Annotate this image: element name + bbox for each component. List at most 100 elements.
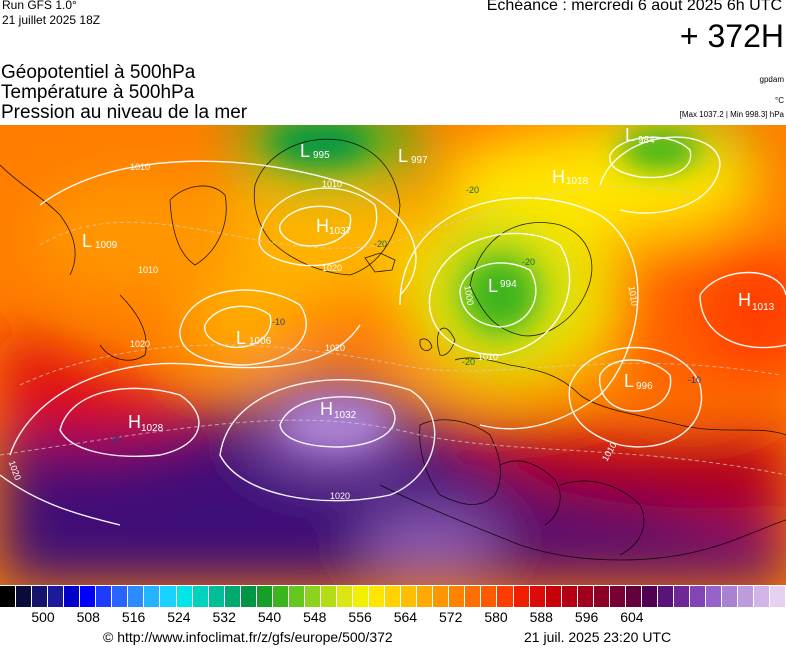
isobar-label: 1020	[130, 339, 150, 349]
colorscale-swatch	[208, 586, 225, 607]
colorscale-swatch	[48, 586, 65, 607]
footer-url[interactable]: © http://www.infoclimat.fr/z/gfs/europe/…	[103, 629, 393, 645]
colorscale-swatch	[481, 586, 498, 607]
unit-temperature: °C	[775, 96, 784, 105]
center-value: 1032	[334, 410, 357, 421]
colorscale-tick-label: 580	[484, 609, 508, 625]
colorscale-swatch	[738, 586, 755, 607]
colorscale-swatch	[770, 586, 786, 607]
center-value: 994	[500, 279, 517, 290]
colorscale-swatch	[112, 586, 129, 607]
center-label: H	[738, 290, 751, 310]
colorscale-swatch	[336, 586, 354, 607]
colorscale-ticks: 500 508 516 524 532 540 548 556 564 572 580 588 596 6…	[0, 609, 786, 627]
pressure-centers: L 995 L 997 L 984 H 1018 H 1037 L 1009 L…	[82, 125, 775, 434]
isobar-label: 1010	[130, 162, 150, 172]
colorscale-swatch	[657, 586, 674, 607]
colorscale-tick-label: 588	[529, 609, 553, 625]
colorscale-swatch	[128, 586, 145, 607]
field-geopotential-title: Géopotentiel à 500hPa	[1, 62, 196, 83]
colorscale-swatch	[176, 586, 193, 607]
colorscale-bar	[0, 586, 786, 607]
colorscale-swatch	[16, 586, 33, 607]
colorscale-swatch	[673, 586, 691, 607]
colorscale-swatch	[0, 586, 17, 607]
center-value: 1037	[329, 226, 352, 237]
isobar-label: 1010	[626, 285, 639, 306]
weather-map: L 995 L 997 L 984 H 1018 H 1037 L 1009 L…	[0, 125, 786, 585]
center-value: 1013	[752, 302, 775, 313]
colorscale-swatch	[417, 586, 434, 607]
center-label: H	[320, 399, 333, 419]
geopotential-shading	[0, 125, 786, 585]
colorscale-swatch	[192, 586, 209, 607]
colorscale-swatch	[545, 586, 562, 607]
colorscale-swatch	[401, 586, 418, 607]
colorscale-tick-label: 532	[212, 609, 236, 625]
colorscale-tick-label: 572	[439, 609, 463, 625]
isobar-label: 1020	[325, 343, 345, 353]
lead-time: + 372H	[679, 18, 784, 54]
colorscale-swatch	[625, 586, 642, 607]
isotherm-labels: -20 -20 -20 -20 -10 -10 -10	[108, 185, 701, 445]
isotherm-label: -10	[272, 317, 285, 327]
center-label: H	[316, 216, 329, 236]
colorscale-swatch	[256, 586, 273, 607]
colorscale-swatch	[497, 586, 514, 607]
isotherm-label: -20	[462, 357, 475, 367]
isotherm-label: -20	[466, 185, 479, 195]
coastlines	[0, 138, 786, 561]
colorscale-swatch	[240, 586, 257, 607]
colorscale-swatch	[561, 586, 578, 607]
unit-pressure-range: [Max 1037.2 | Min 998.3] hPa	[679, 110, 784, 119]
center-label: L	[82, 231, 92, 251]
center-label: L	[625, 125, 635, 145]
colorscale-swatch	[288, 586, 305, 607]
colorscale-swatch	[690, 586, 707, 607]
field-temperature-title: Température à 500hPa	[1, 82, 195, 103]
colorscale-tick-label: 564	[393, 609, 418, 625]
isobar-label: 1010	[478, 352, 498, 362]
footer-generated: 21 juil. 2025 23:20 UTC	[524, 629, 672, 645]
colorscale-tick-label: 556	[348, 609, 372, 625]
isobar-label: 1000	[462, 285, 475, 306]
run-date: 21 juillet 2025 18Z	[2, 13, 101, 27]
colorscale-tick-label: 516	[121, 609, 146, 625]
colorscale-tick-label: 540	[257, 609, 282, 625]
colorscale-tick-label: 604	[620, 609, 644, 625]
isobar-label: 1010	[138, 265, 158, 275]
colorscale-swatch	[433, 586, 450, 607]
isotherms	[0, 186, 786, 476]
unit-geopotential: gpdam	[759, 75, 784, 84]
center-label: L	[488, 276, 498, 296]
isotherm-label: -10	[688, 375, 701, 385]
colorscale-swatch	[641, 586, 658, 607]
center-value: 984	[638, 135, 655, 146]
center-label: L	[300, 141, 310, 161]
colorscale-swatch	[577, 586, 594, 607]
colorscale-swatch	[722, 586, 739, 607]
colorscale-swatch	[593, 586, 610, 607]
colorscale-tick-label: 524	[167, 609, 191, 625]
center-label: L	[398, 146, 408, 166]
colorscale-swatch	[224, 586, 241, 607]
echeance-label: Echéance : mercredi 6 aout 2025 6h UTC	[486, 0, 782, 14]
colorscale-swatch	[80, 586, 97, 607]
colorscale-swatch	[96, 586, 113, 607]
isotherm-label: -10	[108, 435, 121, 445]
center-value: 1028	[141, 423, 164, 434]
center-value: 1006	[249, 336, 272, 347]
colorscale-swatch	[64, 586, 81, 607]
isobars	[0, 136, 786, 526]
center-value: 1018	[566, 176, 589, 187]
colorscale-tick-label: 596	[574, 609, 599, 625]
isobar-label: 1020	[322, 263, 342, 273]
center-label: L	[624, 371, 634, 391]
colorscale-swatch	[513, 586, 530, 607]
colorscale-swatch	[706, 586, 723, 607]
center-label: L	[236, 328, 246, 348]
isobar-label: 1010	[322, 179, 342, 189]
colorscale-tick-label: 508	[76, 609, 100, 625]
isotherm-label: -20	[522, 257, 535, 267]
colorscale-swatch	[320, 586, 337, 607]
